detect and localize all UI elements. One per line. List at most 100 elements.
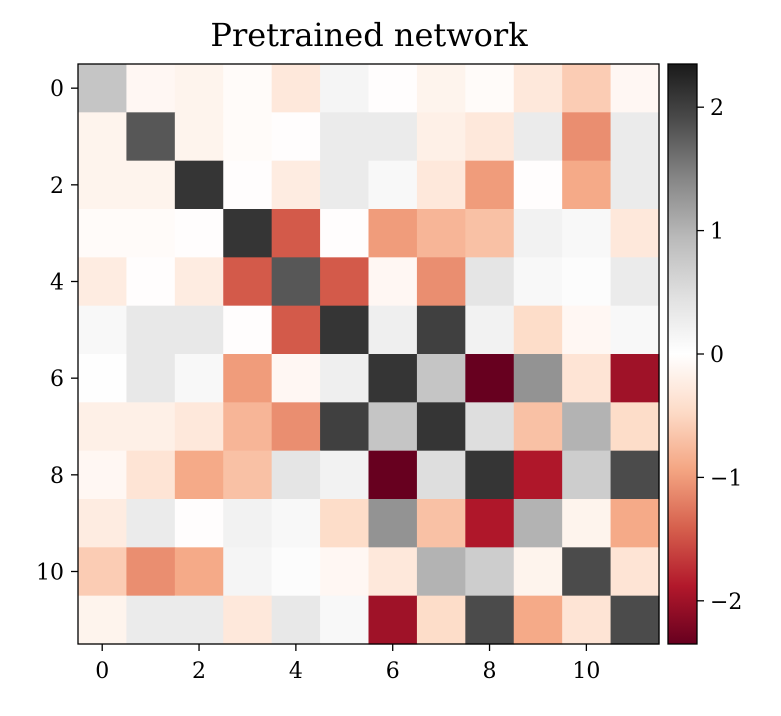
heatmap-cell-4-0 bbox=[78, 257, 128, 307]
heatmap-cell-0-1 bbox=[126, 64, 176, 113]
x-tick-label: 0 bbox=[95, 659, 109, 684]
heatmap-cell-11-11 bbox=[610, 595, 660, 645]
heatmap-cell-4-8 bbox=[465, 257, 515, 307]
heatmap-cell-5-4 bbox=[271, 305, 321, 355]
heatmap-cell-7-10 bbox=[562, 402, 612, 452]
heatmap-cell-11-6 bbox=[368, 595, 418, 645]
heatmap-cells bbox=[78, 64, 660, 645]
colorbar bbox=[668, 64, 697, 644]
heatmap-cell-4-9 bbox=[513, 257, 563, 307]
heatmap-cell-8-5 bbox=[320, 450, 370, 500]
heatmap-cell-2-0 bbox=[78, 160, 128, 210]
heatmap-cell-0-5 bbox=[320, 64, 370, 113]
heatmap-cell-3-11 bbox=[610, 209, 660, 258]
plot-frame bbox=[77, 63, 660, 645]
heatmap-cell-4-7 bbox=[416, 257, 466, 307]
heatmap-cell-9-4 bbox=[271, 499, 321, 548]
heatmap-cell-10-10 bbox=[562, 547, 612, 597]
y-axis: 0 2 4 6 8 10 bbox=[36, 77, 78, 586]
heatmap-cell-1-10 bbox=[562, 112, 612, 162]
heatmap-cell-11-8 bbox=[465, 595, 515, 645]
y-tick-label: 6 bbox=[50, 367, 64, 392]
heatmap-cell-9-3 bbox=[223, 499, 273, 548]
heatmap-cell-8-11 bbox=[610, 450, 660, 500]
heatmap-cell-8-3 bbox=[223, 450, 273, 500]
heatmap-cell-4-2 bbox=[174, 257, 224, 307]
heatmap-cell-9-10 bbox=[562, 499, 612, 548]
heatmap-cell-10-1 bbox=[126, 547, 176, 597]
heatmap-cell-0-6 bbox=[368, 64, 418, 113]
heatmap-cell-0-4 bbox=[271, 64, 321, 113]
heatmap-cell-7-1 bbox=[126, 402, 176, 452]
chart-title: Pretrained network bbox=[210, 16, 528, 54]
heatmap-cell-7-4 bbox=[271, 402, 321, 452]
heatmap-cell-10-0 bbox=[78, 547, 128, 597]
heatmap-cell-11-3 bbox=[223, 595, 273, 645]
colorbar-tick-label: 2 bbox=[710, 96, 724, 121]
heatmap-cell-1-2 bbox=[174, 112, 224, 162]
y-tick-label: 10 bbox=[36, 561, 64, 586]
heatmap-cell-9-0 bbox=[78, 499, 128, 548]
x-tick-label: 8 bbox=[483, 659, 497, 684]
colorbar-axis: 2 1 0 −1 −2 bbox=[697, 96, 742, 615]
heatmap-cell-2-7 bbox=[416, 160, 466, 210]
heatmap-cell-3-7 bbox=[416, 209, 466, 258]
heatmap-cell-10-7 bbox=[416, 547, 466, 597]
heatmap-cell-11-2 bbox=[174, 595, 224, 645]
heatmap-cell-0-7 bbox=[416, 64, 466, 113]
heatmap-cell-2-10 bbox=[562, 160, 612, 210]
heatmap-cell-0-10 bbox=[562, 64, 612, 113]
heatmap-cell-1-9 bbox=[513, 112, 563, 162]
y-tick-label: 0 bbox=[50, 77, 64, 102]
x-tick-label: 10 bbox=[572, 659, 600, 684]
heatmap-cell-3-8 bbox=[465, 209, 515, 258]
heatmap-cell-6-2 bbox=[174, 354, 224, 403]
x-tick-label: 6 bbox=[386, 659, 400, 684]
heatmap-cell-6-10 bbox=[562, 354, 612, 403]
heatmap-cell-10-3 bbox=[223, 547, 273, 597]
heatmap-cell-3-10 bbox=[562, 209, 612, 258]
heatmap-cell-10-11 bbox=[610, 547, 660, 597]
heatmap-cell-0-11 bbox=[610, 64, 660, 113]
heatmap-cell-1-4 bbox=[271, 112, 321, 162]
heatmap-cell-10-2 bbox=[174, 547, 224, 597]
heatmap-cell-8-7 bbox=[416, 450, 466, 500]
heatmap-cell-8-2 bbox=[174, 450, 224, 500]
colorbar-tick-label: 1 bbox=[710, 220, 724, 245]
heatmap-cell-11-4 bbox=[271, 595, 321, 645]
heatmap-cell-7-7 bbox=[416, 402, 466, 452]
heatmap-cell-3-1 bbox=[126, 209, 176, 258]
colorbar-tick-label: −2 bbox=[710, 590, 742, 615]
heatmap-cell-4-11 bbox=[610, 257, 660, 307]
heatmap-cell-6-7 bbox=[416, 354, 466, 403]
heatmap-cell-4-1 bbox=[126, 257, 176, 307]
heatmap-cell-3-2 bbox=[174, 209, 224, 258]
x-axis: 0 2 4 6 8 10 bbox=[95, 644, 600, 684]
heatmap-cell-6-5 bbox=[320, 354, 370, 403]
heatmap-cell-1-8 bbox=[465, 112, 515, 162]
heatmap-cell-4-6 bbox=[368, 257, 418, 307]
heatmap-cell-5-10 bbox=[562, 305, 612, 355]
y-tick-label: 2 bbox=[50, 174, 64, 199]
heatmap-cell-5-5 bbox=[320, 305, 370, 355]
heatmap-cell-0-9 bbox=[513, 64, 563, 113]
heatmap-cell-1-5 bbox=[320, 112, 370, 162]
heatmap-cell-10-6 bbox=[368, 547, 418, 597]
heatmap-cell-5-7 bbox=[416, 305, 466, 355]
heatmap-cell-3-4 bbox=[271, 209, 321, 258]
heatmap-cell-0-3 bbox=[223, 64, 273, 113]
heatmap-cell-5-3 bbox=[223, 305, 273, 355]
heatmap-cell-6-0 bbox=[78, 354, 128, 403]
heatmap-cell-8-6 bbox=[368, 450, 418, 500]
heatmap-cell-9-2 bbox=[174, 499, 224, 548]
heatmap-cell-1-6 bbox=[368, 112, 418, 162]
heatmap-cell-3-0 bbox=[78, 209, 128, 258]
heatmap-cell-11-10 bbox=[562, 595, 612, 645]
heatmap-cell-6-8 bbox=[465, 354, 515, 403]
heatmap-cell-9-8 bbox=[465, 499, 515, 548]
heatmap-cell-6-1 bbox=[126, 354, 176, 403]
heatmap-cell-4-5 bbox=[320, 257, 370, 307]
heatmap-cell-9-7 bbox=[416, 499, 466, 548]
heatmap-cell-5-11 bbox=[610, 305, 660, 355]
